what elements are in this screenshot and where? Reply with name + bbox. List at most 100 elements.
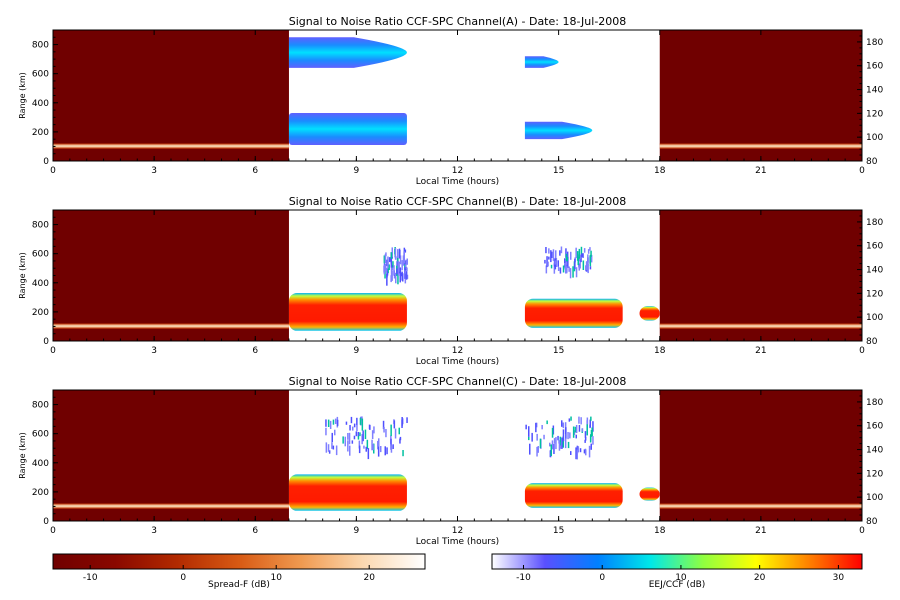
echo-mark bbox=[589, 247, 591, 251]
echo-mark bbox=[384, 253, 387, 264]
x-tick-label: 0 bbox=[50, 166, 56, 176]
echo-mark bbox=[405, 271, 408, 280]
echo-mark bbox=[557, 267, 560, 271]
echo-mark bbox=[325, 427, 327, 436]
echo-mark bbox=[329, 420, 332, 429]
echo-mark bbox=[537, 446, 539, 453]
colorbar-tick-label: 20 bbox=[754, 573, 766, 583]
echo-mark bbox=[545, 265, 548, 274]
y-right-tick-label: 160 bbox=[866, 62, 883, 72]
colorbar-eej-ccf: -10 0 10 20 30 EEJ/CCF (dB) bbox=[491, 553, 863, 590]
echo-mark bbox=[403, 247, 406, 252]
echo-mark bbox=[392, 261, 394, 268]
echo-mark bbox=[347, 440, 349, 452]
echo-mark bbox=[361, 434, 363, 445]
y-tick-label: 0 bbox=[43, 337, 49, 347]
y-tick-label: 400 bbox=[32, 459, 49, 469]
echo-mark bbox=[399, 255, 402, 265]
echo-mark bbox=[567, 256, 569, 268]
echo-mark bbox=[588, 445, 591, 458]
echo-mark bbox=[325, 442, 328, 453]
echo-mark bbox=[555, 437, 557, 450]
echo-mark bbox=[587, 254, 589, 266]
echo-mark bbox=[555, 258, 558, 267]
echo-region bbox=[524, 121, 593, 140]
echo-mark bbox=[575, 434, 577, 439]
echo-mark bbox=[380, 446, 382, 453]
echo-mark bbox=[574, 258, 576, 270]
echo-mark bbox=[378, 438, 380, 447]
echo-mark bbox=[567, 441, 570, 449]
echo-mark bbox=[565, 253, 568, 265]
echo-mark bbox=[589, 254, 592, 267]
echo-mark bbox=[371, 430, 374, 439]
echo-mark bbox=[528, 436, 530, 441]
y-right-tick-label: 80 bbox=[866, 337, 878, 347]
echo-mark bbox=[578, 248, 581, 259]
echo-mark bbox=[531, 432, 533, 442]
echo-mark bbox=[397, 273, 399, 285]
echo-mark bbox=[590, 443, 592, 450]
y-tick-label: 200 bbox=[32, 128, 49, 138]
echo-mark bbox=[377, 445, 380, 457]
y-right-tick-label: 100 bbox=[866, 313, 883, 323]
echo-mark bbox=[565, 262, 567, 274]
y-right-tick-label: 120 bbox=[866, 289, 883, 299]
echo-mark bbox=[388, 257, 391, 262]
x-tick-label: 3 bbox=[151, 166, 157, 176]
echo-mark bbox=[551, 427, 554, 438]
echo-mark bbox=[358, 440, 361, 449]
echo-mark bbox=[334, 429, 336, 436]
echo-mark bbox=[403, 251, 405, 264]
echo-mark bbox=[583, 248, 586, 253]
colorbar-label: EEJ/CCF (dB) bbox=[649, 580, 706, 590]
echo-mark bbox=[350, 416, 353, 424]
echo-mark bbox=[399, 268, 402, 277]
x-tick-label: 21 bbox=[755, 166, 766, 176]
colorbar-tick-label: 20 bbox=[363, 573, 375, 583]
colorbar-label: Spread-F (dB) bbox=[208, 580, 270, 590]
echo-mark bbox=[590, 254, 593, 263]
echo-mark bbox=[590, 416, 592, 421]
echo-mark bbox=[327, 444, 330, 452]
echo-mark bbox=[369, 425, 371, 430]
echo-mark bbox=[570, 251, 572, 260]
echo-mark bbox=[399, 271, 401, 283]
echo-mark bbox=[352, 426, 354, 431]
echo-mark bbox=[553, 438, 556, 444]
colorbar-tick-label: -10 bbox=[516, 573, 531, 583]
echo-mark bbox=[405, 259, 407, 269]
echo-mark bbox=[385, 429, 387, 438]
echo-mark bbox=[587, 249, 590, 254]
echo-mark bbox=[577, 257, 579, 266]
echo-mark bbox=[529, 443, 531, 452]
panel-b: Signal to Noise Ratio CCF-SPC Channel(B)… bbox=[18, 195, 883, 367]
echo-mark bbox=[551, 440, 554, 450]
echo-scatter bbox=[325, 416, 408, 460]
night-region-late bbox=[659, 210, 862, 341]
echo-mark bbox=[575, 267, 578, 278]
echo-mark bbox=[551, 251, 553, 258]
y-right-tick-label: 120 bbox=[866, 469, 883, 479]
echo-mark bbox=[578, 416, 580, 424]
echo-mark bbox=[404, 249, 407, 253]
echo-mark bbox=[569, 268, 572, 279]
spreadf-band bbox=[659, 143, 862, 149]
y-right-tick-label: 180 bbox=[866, 218, 883, 228]
echo-mark bbox=[535, 422, 538, 428]
echo-mark bbox=[359, 417, 362, 425]
x-tick-label: 18 bbox=[654, 346, 666, 356]
x-tick-label: 9 bbox=[354, 166, 360, 176]
echo-mark bbox=[549, 450, 552, 458]
echo-mark bbox=[361, 418, 364, 431]
y-right-tick-label: 180 bbox=[866, 38, 883, 48]
panel-c: Signal to Noise Ratio CCF-SPC Channel(C)… bbox=[18, 375, 883, 547]
echo-mark bbox=[390, 275, 392, 283]
echo-mark bbox=[566, 251, 569, 257]
echo-mark bbox=[388, 264, 390, 270]
x-axis-label: Local Time (hours) bbox=[416, 357, 499, 367]
echo-mark bbox=[589, 435, 592, 443]
panel-a: Signal to Noise Ratio CCF-SPC Channel(A)… bbox=[18, 15, 883, 187]
echo-region bbox=[524, 483, 623, 508]
y-axis-label: Range (km) bbox=[18, 432, 27, 479]
